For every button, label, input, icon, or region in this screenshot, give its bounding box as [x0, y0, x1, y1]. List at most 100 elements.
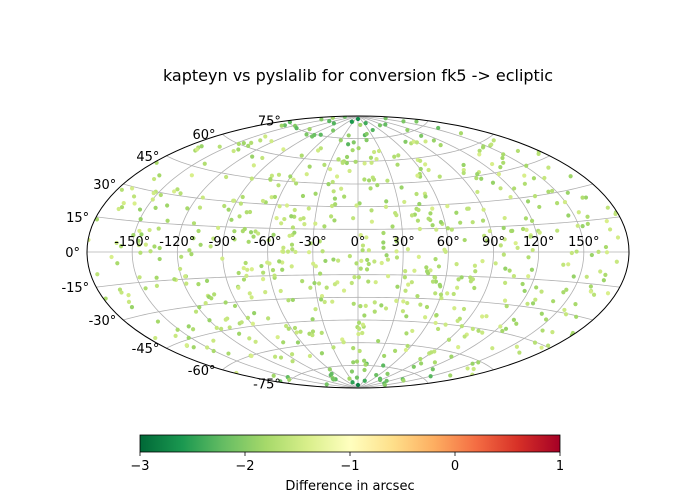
scatter-point	[385, 257, 391, 262]
scatter-point	[132, 201, 137, 206]
scatter-point	[461, 162, 466, 168]
scatter-point	[533, 297, 538, 302]
scatter-point	[428, 374, 433, 379]
scatter-point	[403, 347, 409, 353]
scatter-point	[371, 149, 377, 155]
scatter-point	[537, 230, 542, 235]
scatter-point	[461, 306, 467, 312]
scatter-point	[277, 204, 282, 209]
scatter-point	[290, 247, 295, 252]
scatter-point	[190, 327, 196, 332]
scatter-point	[462, 237, 467, 243]
scatter-point	[250, 321, 255, 326]
scatter-point	[381, 363, 386, 368]
scatter-point	[449, 354, 454, 359]
scatter-point	[598, 269, 603, 274]
longitude-tick-label: -30°	[299, 235, 327, 250]
scatter-point	[232, 237, 237, 242]
scatter-point	[405, 343, 410, 349]
scatter-point	[204, 278, 210, 284]
scatter-point	[209, 296, 214, 301]
longitude-tick-label: 90°	[482, 235, 505, 250]
scatter-point	[362, 313, 367, 318]
scatter-point	[138, 217, 143, 222]
scatter-point	[307, 164, 312, 169]
scatter-point	[546, 189, 551, 194]
scatter-point	[501, 152, 506, 157]
scatter-point	[138, 250, 143, 255]
scatter-point	[459, 275, 464, 280]
scatter-point	[378, 377, 383, 383]
grid-meridian	[176, 115, 359, 389]
scatter-point	[362, 358, 367, 363]
scatter-point	[237, 214, 242, 219]
scatter-point	[324, 382, 329, 387]
scatter-point	[207, 318, 212, 323]
scatter-point	[310, 333, 315, 338]
scatter-point	[347, 254, 352, 259]
scatter-point	[331, 128, 336, 133]
scatter-point	[365, 257, 370, 263]
scatter-point	[199, 144, 204, 149]
longitude-tick-label: -150°	[114, 235, 150, 250]
scatter-point	[119, 290, 124, 295]
scatter-point	[363, 303, 368, 308]
scatter-point	[330, 299, 335, 304]
scatter-point	[366, 279, 371, 284]
scatter-point	[349, 119, 354, 124]
scatter-point	[449, 227, 454, 232]
grid-meridian	[357, 115, 449, 389]
scatter-point	[511, 274, 517, 279]
scatter-point	[358, 122, 363, 128]
scatter-point	[313, 221, 318, 226]
scatter-point	[418, 361, 424, 366]
scatter-point	[319, 294, 325, 299]
scatter-point	[490, 161, 495, 167]
scatter-point	[307, 353, 313, 359]
scatter-point	[433, 279, 439, 284]
colorbar-tick-label: −1	[340, 459, 359, 474]
scatter-point	[454, 210, 459, 215]
scatter-point	[366, 248, 371, 253]
longitude-tick-label: 120°	[523, 235, 554, 250]
scatter-point	[231, 198, 236, 203]
scatter-point	[381, 230, 386, 236]
scatter-point	[480, 314, 485, 319]
scatter-point	[401, 299, 406, 304]
scatter-point	[385, 371, 390, 376]
scatter-point	[551, 299, 556, 304]
colorbar-ticks: −3 −2 −1 0 1	[130, 452, 564, 474]
scatter-point	[319, 297, 324, 302]
scatter-point	[539, 289, 544, 294]
scatter-point	[285, 249, 291, 254]
scatter-point	[347, 168, 352, 174]
scatter-point	[445, 204, 450, 209]
scatter-point	[150, 197, 155, 202]
scatter-point	[476, 360, 481, 365]
scatter-point	[561, 290, 566, 295]
scatter-point	[245, 267, 250, 272]
scatter-point	[332, 218, 337, 223]
scatter-point	[580, 195, 585, 200]
latitude-tick-label: -45°	[132, 342, 160, 357]
scatter-point	[529, 218, 535, 223]
scatter-point	[554, 201, 560, 206]
scatter-point	[394, 236, 399, 242]
scatter-point	[247, 336, 252, 341]
latitude-tick-labels: -75° -60° -45° -30° -15° 0° 15° 30° 45° 60° 75°	[61, 115, 280, 393]
scatter-point	[217, 144, 222, 149]
scatter-point	[375, 183, 380, 188]
scatter-point	[542, 175, 547, 181]
scatter-point	[522, 181, 527, 186]
scatter-point	[491, 138, 496, 143]
scatter-point	[433, 320, 438, 326]
scatter-point	[212, 292, 217, 297]
scatter-point	[480, 259, 485, 264]
scatter-point	[280, 267, 285, 272]
colorbar-tick-label: −3	[130, 459, 149, 474]
scatter-point	[154, 283, 160, 288]
scatter-point	[417, 201, 422, 207]
scatter-point	[396, 153, 401, 158]
scatter-point	[615, 235, 621, 240]
